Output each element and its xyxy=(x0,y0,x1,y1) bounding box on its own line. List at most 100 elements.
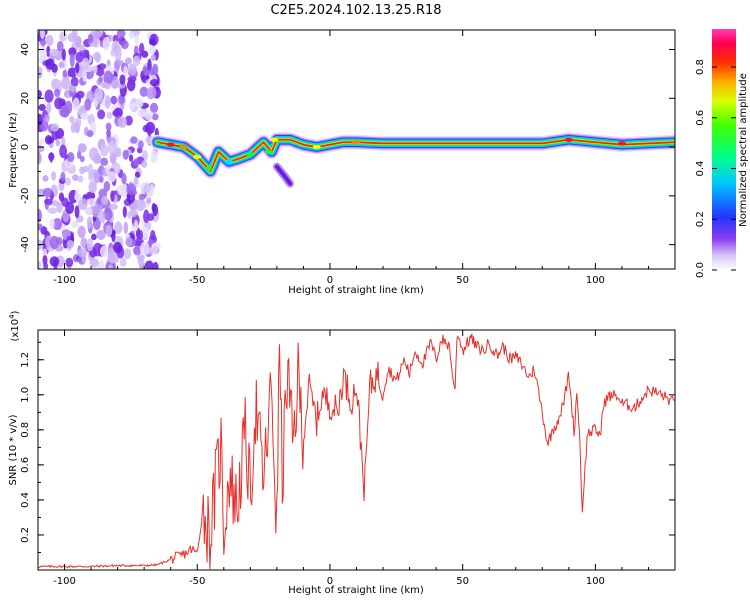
ridge-peak xyxy=(203,166,212,172)
noise-blob xyxy=(150,229,156,241)
noise-blob xyxy=(64,177,71,186)
noise-blob xyxy=(114,221,123,235)
noise-blob xyxy=(71,30,78,41)
noise-blob xyxy=(99,245,108,258)
noise-blob xyxy=(38,113,43,126)
noise-blob xyxy=(77,175,84,183)
colorbar-tick-label: 0.8 xyxy=(695,59,706,75)
noise-blob xyxy=(61,48,66,61)
noise-blob xyxy=(88,147,99,161)
noise-blob xyxy=(69,115,75,124)
snr-x-tick-label: 50 xyxy=(456,576,469,587)
noise-blob xyxy=(110,96,118,105)
noise-blob xyxy=(138,193,146,200)
noise-blob xyxy=(42,174,49,182)
noise-blob xyxy=(127,76,137,83)
noise-blob xyxy=(123,221,129,235)
noise-blob xyxy=(94,52,101,63)
noise-blob xyxy=(40,30,45,40)
noise-blob xyxy=(52,217,63,231)
noise-blob xyxy=(96,229,106,240)
noise-blob xyxy=(77,198,88,211)
noise-blob xyxy=(80,112,90,121)
colorbar-gradient xyxy=(712,29,736,270)
noise-blob xyxy=(65,201,75,215)
noise-blob xyxy=(45,34,54,46)
ridge-peak xyxy=(166,142,175,147)
noise-blob xyxy=(138,255,144,263)
noise-blob xyxy=(95,66,105,77)
ridge-layer xyxy=(156,139,675,172)
noise-blob xyxy=(103,207,113,221)
noise-blob xyxy=(123,65,128,78)
noise-blob xyxy=(122,149,129,160)
noise-blob xyxy=(88,174,95,182)
noise-blob xyxy=(119,258,127,267)
snr-frame xyxy=(37,329,676,571)
noise-blob xyxy=(144,110,153,121)
noise-blob xyxy=(46,102,52,114)
noise-blob xyxy=(71,220,79,229)
noise-blob xyxy=(81,57,90,70)
noise-blob xyxy=(134,34,140,45)
noise-blob xyxy=(110,75,119,89)
noise-blob xyxy=(47,136,55,144)
snr-y-tick-label: 1.0 xyxy=(20,387,31,403)
noise-blob xyxy=(107,171,117,183)
ridge-peak xyxy=(352,139,361,145)
noise-blob xyxy=(72,97,80,112)
noise-blob xyxy=(93,65,98,74)
spectrogram-panel: -100 -50 0 50 100 -40 -20 0 20 40 Height of strai… xyxy=(8,29,676,296)
ridge-peak xyxy=(264,149,273,155)
noise-blob xyxy=(117,116,127,128)
noise-blob xyxy=(50,171,57,181)
noise-blob xyxy=(138,230,143,240)
noise-blob xyxy=(54,88,61,98)
noise-blob xyxy=(143,68,150,77)
noise-blob xyxy=(74,205,80,219)
ridge-peak xyxy=(270,137,279,142)
noise-blob xyxy=(49,48,59,57)
noise-blob xyxy=(55,138,60,147)
noise-blob xyxy=(86,216,92,229)
noise-blob xyxy=(66,152,75,163)
noise-blob xyxy=(47,207,58,214)
noise-blob xyxy=(80,155,85,163)
noise-blob xyxy=(139,241,150,256)
noise-blob xyxy=(99,144,109,157)
noise-blob xyxy=(133,219,139,232)
noise-blob xyxy=(38,260,42,269)
noise-blob xyxy=(75,51,84,63)
ridge-branch xyxy=(274,164,293,186)
spectrogram-x-tick-label: 100 xyxy=(586,275,605,286)
noise-blob xyxy=(44,198,53,205)
noise-blob xyxy=(149,102,159,113)
noise-blob xyxy=(141,160,148,168)
noise-blob xyxy=(42,248,48,258)
noise-blob xyxy=(150,54,157,62)
noise-blob xyxy=(58,192,65,202)
noise-blob xyxy=(94,87,104,102)
noise-blob xyxy=(129,208,138,218)
noise-blob xyxy=(119,74,126,85)
noise-blob xyxy=(143,183,151,194)
spectrogram-x-label: Height of straight line (km) xyxy=(288,285,424,296)
spectrogram-y-tick-label: 0 xyxy=(20,144,31,150)
noise-blob xyxy=(60,171,66,182)
noise-blob xyxy=(86,129,94,138)
colorbar-label: Normalized spectral amplitude xyxy=(738,73,749,227)
spectrogram-y-tick-label: -40 xyxy=(20,236,31,252)
noise-blob xyxy=(61,77,71,90)
noise-blob xyxy=(38,103,46,112)
noise-blob xyxy=(38,145,45,153)
colorbar-axes: 0.0 0.2 0.4 0.6 0.8 xyxy=(695,59,736,278)
noise-blob xyxy=(102,37,111,51)
noise-blob xyxy=(79,166,86,175)
noise-blob xyxy=(133,55,141,67)
noise-blob xyxy=(58,61,65,69)
noise-blob xyxy=(67,67,78,78)
noise-blob xyxy=(134,171,141,178)
noise-blob xyxy=(120,103,125,111)
noise-blob xyxy=(128,102,136,110)
